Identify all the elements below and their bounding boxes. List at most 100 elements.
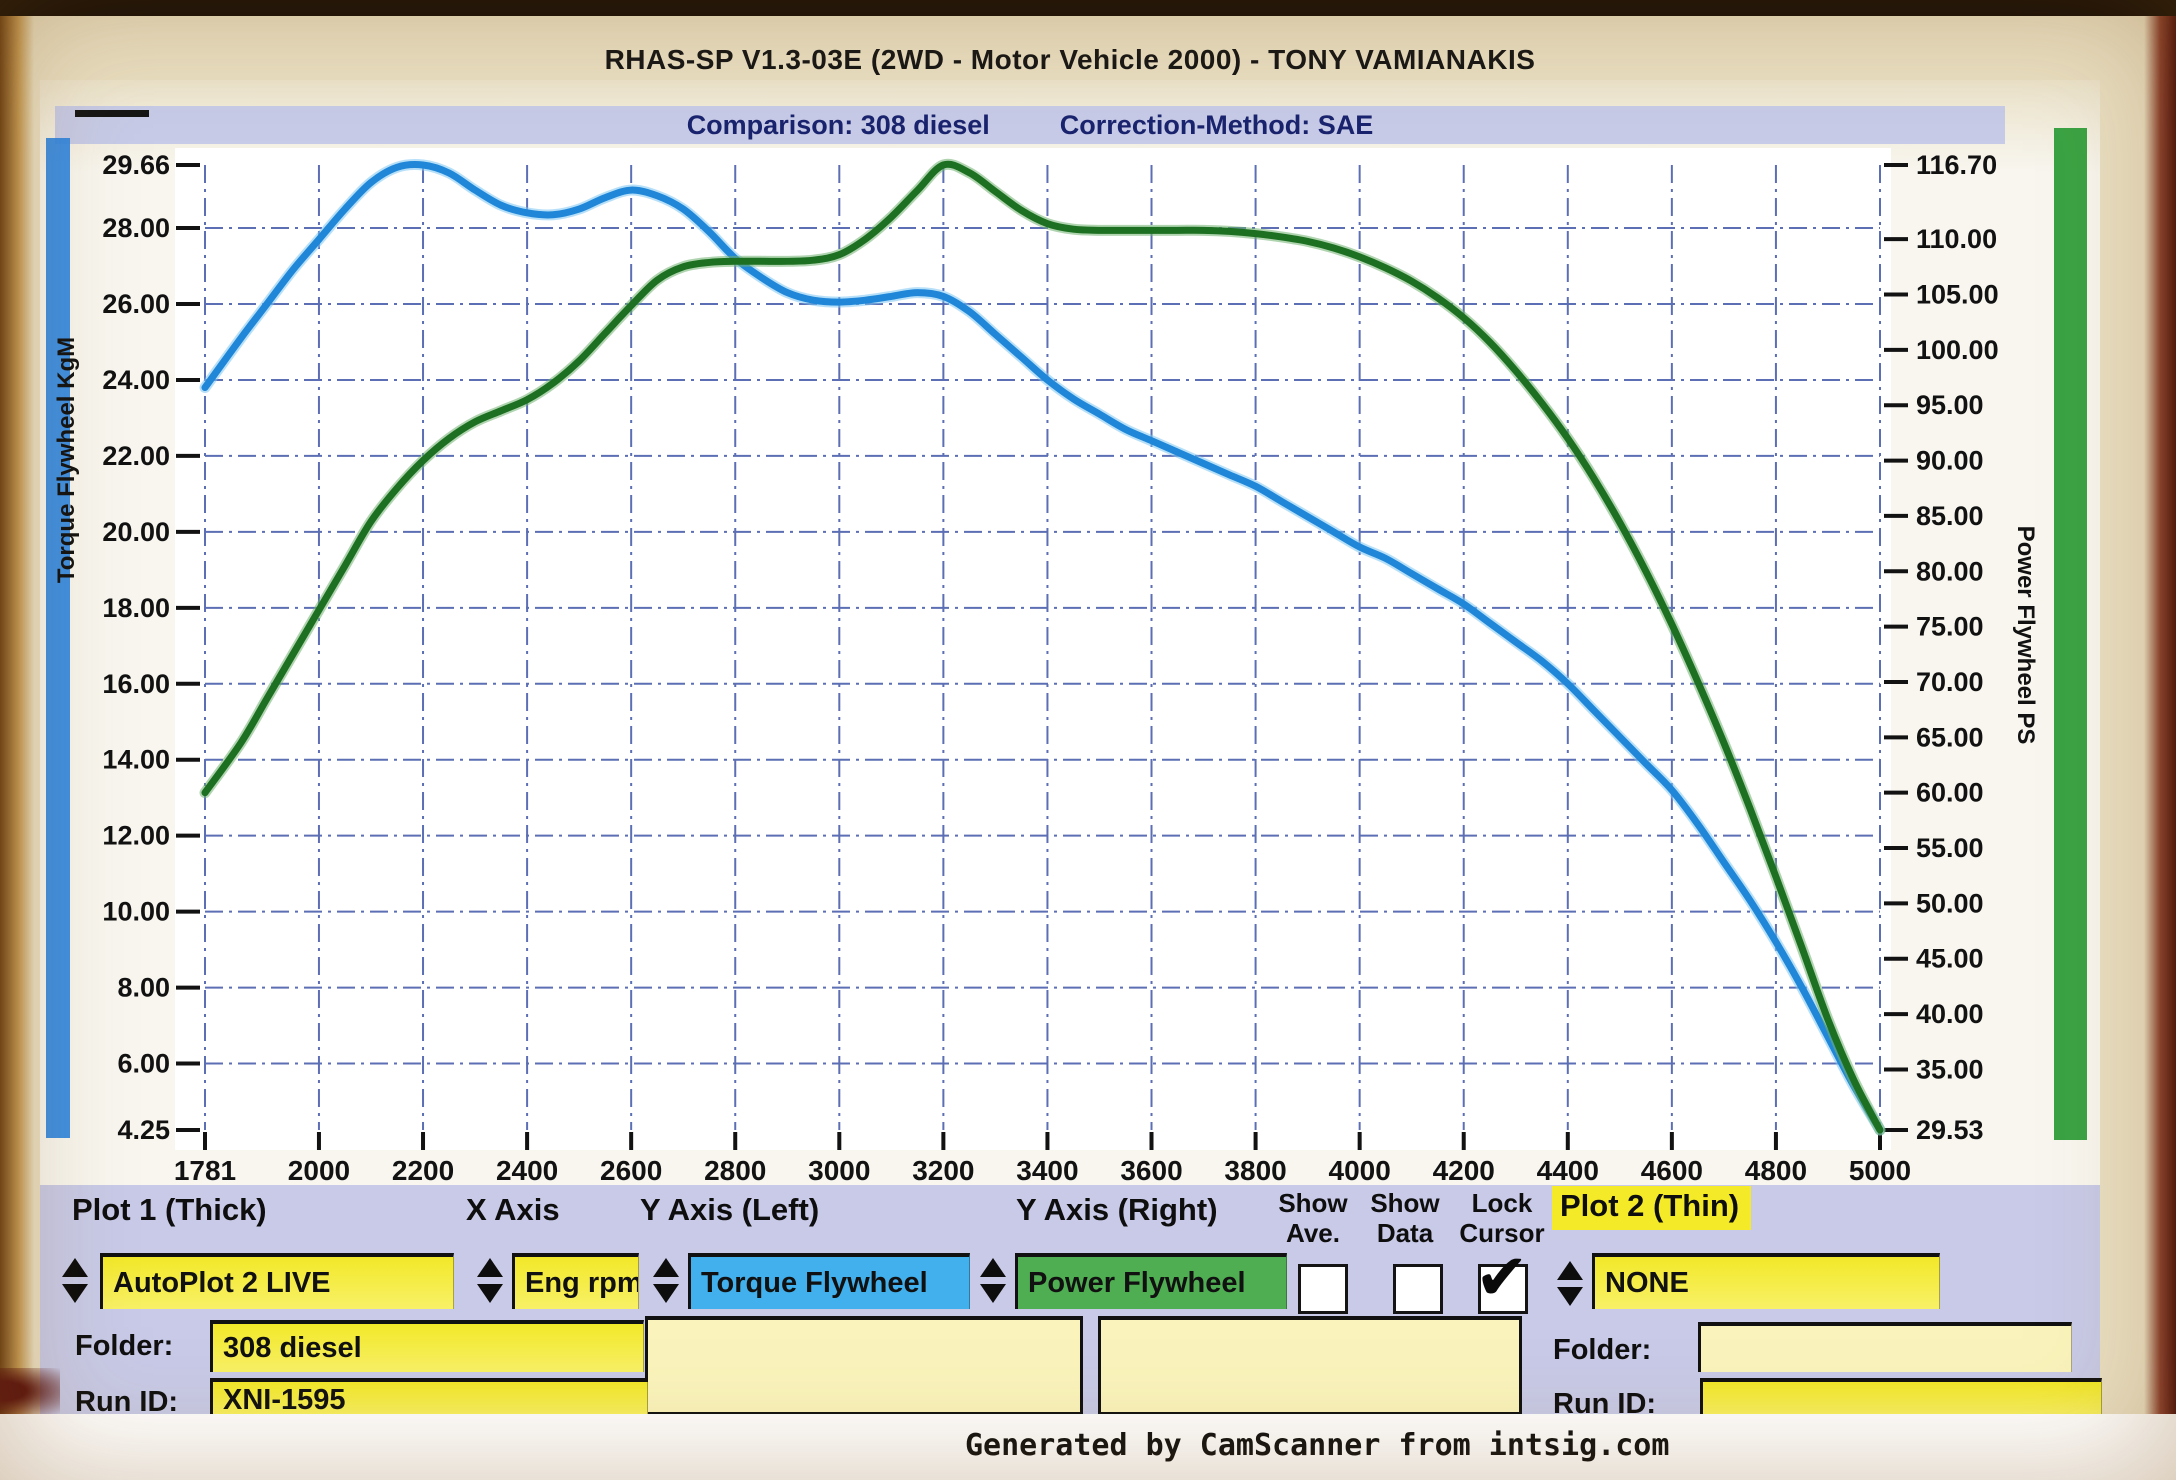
window-dash-decoration (75, 110, 149, 117)
svg-text:4800: 4800 (1745, 1155, 1807, 1186)
plot2-header: Plot 2 (Thin) (1552, 1186, 1752, 1230)
plot1-spinner[interactable] (57, 1253, 93, 1309)
svg-text:2400: 2400 (496, 1155, 558, 1186)
right-axis-title: Power Flywheel PS (2012, 526, 2039, 745)
spinner-up-icon (1557, 1261, 1583, 1280)
show-data-label: Show Data (1370, 1188, 1440, 1248)
svg-text:22.00: 22.00 (102, 441, 170, 471)
plot1-dropdown[interactable]: AutoPlot 2 LIVE (100, 1253, 454, 1309)
left-axis-labels: 29.66 28.00 26.00 24.00 22.00 20.00 18.00 16.00… (102, 150, 200, 1145)
torque-curve (201, 161, 1884, 1134)
svg-text:70.00: 70.00 (1916, 667, 1984, 697)
svg-text:4.25: 4.25 (117, 1115, 170, 1145)
y-axis-left-dropdown[interactable]: Torque Flywheel (688, 1253, 970, 1309)
lock-cursor-checkbox[interactable]: ✔ (1475, 1241, 1529, 1315)
run-id-right-field[interactable] (1700, 1378, 2102, 1418)
folder-right-field[interactable] (1698, 1322, 2072, 1372)
svg-text:29.66: 29.66 (102, 150, 170, 180)
svg-text:28.00: 28.00 (102, 213, 170, 243)
svg-text:110.00: 110.00 (1916, 224, 1997, 254)
svg-text:8.00: 8.00 (117, 973, 170, 1003)
svg-text:2000: 2000 (288, 1155, 350, 1186)
right-axis-labels: 116.70 110.00 105.00 100.00 95.00 90.00 85.00 8… (1884, 150, 1999, 1145)
svg-text:60.00: 60.00 (1916, 778, 1984, 808)
svg-text:105.00: 105.00 (1916, 280, 1999, 310)
spinner-up-icon (980, 1258, 1006, 1277)
folder-right-label: Folder: (1553, 1334, 1652, 1366)
svg-text:95.00: 95.00 (1916, 390, 1984, 420)
svg-text:2200: 2200 (392, 1155, 454, 1186)
show-ave-checkbox[interactable]: ✔ (1298, 1264, 1348, 1314)
y-axis-right-dropdown[interactable]: Power Flywheel (1015, 1253, 1287, 1309)
plot2-dropdown[interactable]: NONE (1592, 1253, 1940, 1309)
svg-text:85.00: 85.00 (1916, 501, 1984, 531)
svg-text:2600: 2600 (600, 1155, 662, 1186)
comparison-header-bar: Comparison: 308 diesel Correction-Method… (55, 106, 2005, 144)
svg-text:4600: 4600 (1641, 1155, 1703, 1186)
svg-text:16.00: 16.00 (102, 669, 170, 699)
right-axis-color-band (2054, 128, 2087, 1140)
plot1-list-box-2[interactable] (1098, 1316, 1522, 1415)
left-axis-color-band (46, 138, 70, 1138)
scan-right-edge (2144, 16, 2176, 1414)
y-axis-right-header: Y Axis (Right) (1016, 1192, 1218, 1227)
spinner-up-icon (62, 1258, 88, 1277)
svg-text:4000: 4000 (1329, 1155, 1391, 1186)
svg-text:18.00: 18.00 (102, 593, 170, 623)
scan-corner-artifact (0, 1368, 60, 1414)
y-axis-right-spinner[interactable] (975, 1253, 1011, 1309)
svg-text:14.00: 14.00 (102, 745, 170, 775)
svg-text:3000: 3000 (808, 1155, 870, 1186)
checkmark-icon: ✔ (1475, 1241, 1529, 1315)
show-data-checkbox[interactable]: ✔ (1393, 1264, 1443, 1314)
svg-text:40.00: 40.00 (1916, 999, 1984, 1029)
plot2-spinner[interactable] (1552, 1256, 1588, 1312)
svg-text:6.00: 6.00 (117, 1049, 170, 1079)
svg-text:12.00: 12.00 (102, 821, 170, 851)
svg-text:3800: 3800 (1224, 1155, 1286, 1186)
correction-method-label: Correction-Method: SAE (1059, 109, 1374, 140)
plot1-header: Plot 1 (Thick) (72, 1192, 267, 1227)
page-title: RHAS-SP V1.3-03E (2WD - Motor Vehicle 20… (604, 44, 1536, 75)
spinner-down-icon (62, 1284, 88, 1303)
power-curve (201, 160, 1884, 1134)
scan-top-edge (0, 0, 2176, 16)
svg-text:5000: 5000 (1849, 1155, 1911, 1186)
svg-text:4200: 4200 (1433, 1155, 1495, 1186)
svg-text:65.00: 65.00 (1916, 722, 1984, 752)
run-id-left-label: Run ID: (75, 1386, 179, 1418)
camscanner-footer-text: Generated by CamScanner from intsig.com (965, 1428, 1670, 1463)
svg-text:35.00: 35.00 (1916, 1054, 1984, 1084)
x-axis-labels: 1781 2000 2200 2400 2600 2800 3000 3200 3400 3600… (174, 1132, 1911, 1186)
svg-text:116.70: 116.70 (1916, 150, 1997, 180)
dyno-chart: 29.66 28.00 26.00 24.00 22.00 20.00 18.00 16.00… (46, 128, 2087, 1186)
run-id-left-field[interactable]: XNI-1595 (210, 1378, 648, 1418)
svg-text:29.53: 29.53 (1916, 1115, 1984, 1145)
svg-text:26.00: 26.00 (102, 289, 170, 319)
svg-text:4400: 4400 (1537, 1155, 1599, 1186)
svg-text:20.00: 20.00 (102, 517, 170, 547)
show-ave-label: Show Ave. (1278, 1188, 1348, 1248)
svg-text:1781: 1781 (174, 1155, 236, 1186)
y-axis-left-header: Y Axis (Left) (640, 1192, 820, 1227)
svg-text:80.00: 80.00 (1916, 556, 1984, 586)
svg-text:55.00: 55.00 (1916, 833, 1984, 863)
spinner-up-icon (653, 1258, 679, 1277)
scan-left-edge (0, 16, 34, 1414)
comparison-label: Comparison: 308 diesel (686, 109, 990, 140)
x-axis-spinner[interactable] (472, 1253, 508, 1309)
x-axis-header: X Axis (466, 1192, 560, 1227)
svg-text:45.00: 45.00 (1916, 944, 1984, 974)
svg-text:100.00: 100.00 (1916, 335, 1999, 365)
spinner-down-icon (1557, 1287, 1583, 1306)
x-axis-dropdown[interactable]: Eng rpm (512, 1253, 639, 1309)
svg-text:50.00: 50.00 (1916, 888, 1984, 918)
plot1-list-box[interactable] (645, 1316, 1083, 1415)
folder-left-label: Folder: (75, 1330, 174, 1362)
spinner-down-icon (653, 1284, 679, 1303)
y-axis-left-spinner[interactable] (648, 1253, 684, 1309)
lock-cursor-label: Lock Cursor (1459, 1188, 1545, 1248)
svg-text:2800: 2800 (704, 1155, 766, 1186)
svg-text:75.00: 75.00 (1916, 612, 1984, 642)
folder-left-field[interactable]: 308 diesel (210, 1320, 644, 1372)
